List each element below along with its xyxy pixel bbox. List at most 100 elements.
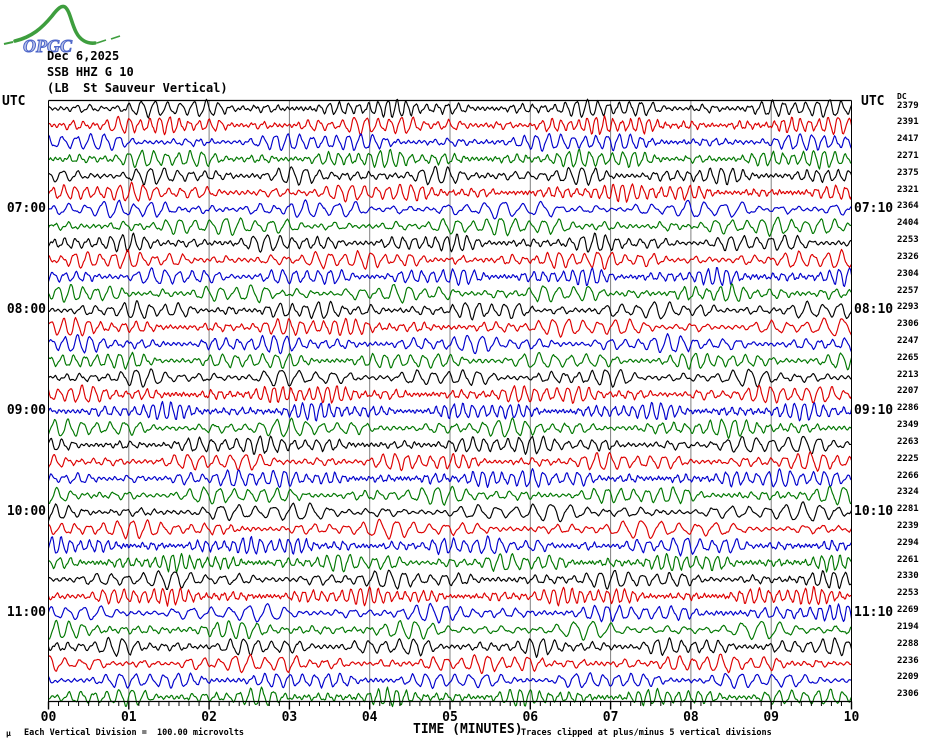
hour-label-right: 10:10 <box>854 504 894 520</box>
trace-row <box>48 115 853 137</box>
dc-value: 2349 <box>897 420 919 431</box>
x-axis-ticks <box>47 701 853 710</box>
logo-curve <box>13 4 97 45</box>
trace-row <box>47 672 852 690</box>
trace-row <box>47 216 852 237</box>
dc-value: 2281 <box>897 504 919 515</box>
trace-row <box>48 133 853 152</box>
trace-row <box>47 585 852 607</box>
trace-row <box>48 569 852 590</box>
trace-row <box>47 468 852 488</box>
dc-value: 2213 <box>897 369 919 380</box>
header-channel: SSB HHZ G 10 <box>47 65 134 79</box>
trace-row <box>47 384 853 404</box>
x-tick-label: 05 <box>442 710 458 725</box>
dc-value: 2225 <box>897 453 919 464</box>
dc-value: 2379 <box>897 100 919 111</box>
hour-label-right: 08:10 <box>854 302 894 318</box>
trace-row <box>47 181 853 203</box>
trace-row <box>48 148 852 170</box>
hour-label-right: 11:10 <box>854 605 894 621</box>
hour-label-right: 09:10 <box>854 403 894 419</box>
x-tick-label: 06 <box>522 710 539 725</box>
logo-wordmark: OPGC <box>23 36 73 56</box>
trace-row <box>47 267 853 287</box>
trace-row <box>47 602 853 624</box>
trace-row <box>48 333 853 355</box>
dc-value: 2253 <box>897 588 919 599</box>
x-tick-label: 00 <box>40 710 57 725</box>
dc-value: 2253 <box>897 235 919 246</box>
x-tick-label: 01 <box>120 710 137 725</box>
dc-value: 2265 <box>897 352 919 363</box>
trace-row <box>47 636 853 658</box>
trace-row <box>47 535 852 557</box>
dc-value: 2364 <box>897 201 919 212</box>
dc-value: 2306 <box>897 689 919 700</box>
dc-value: 2209 <box>897 672 919 683</box>
micro-mark: μ <box>6 729 11 738</box>
dc-value: 2321 <box>897 184 919 195</box>
trace-row <box>48 368 852 388</box>
dc-value: 2324 <box>897 487 919 498</box>
dc-value: 2269 <box>897 605 919 616</box>
dc-value: 2326 <box>897 251 919 262</box>
hour-label-left: 09:00 <box>6 403 46 419</box>
x-axis-title: TIME (MINUTES) <box>413 722 523 737</box>
trace-row <box>48 98 853 119</box>
dc-value: 2263 <box>897 436 919 447</box>
trace-row <box>47 283 852 304</box>
x-tick-label: 02 <box>201 710 217 725</box>
dc-value: 2261 <box>897 554 919 565</box>
x-tick-label: 09 <box>763 710 780 725</box>
dc-value: 2236 <box>897 655 919 666</box>
utc-label-right: UTC <box>861 94 885 109</box>
x-tick-label: 04 <box>361 710 378 725</box>
dc-value: 2375 <box>897 167 919 178</box>
dc-value: 2239 <box>897 521 919 531</box>
trace-row <box>47 400 853 422</box>
dc-column-header: DC <box>897 92 907 101</box>
trace-row <box>48 619 852 641</box>
trace-row <box>47 232 852 253</box>
trace-row <box>48 653 852 675</box>
dc-value: 2271 <box>897 150 919 161</box>
trace-row <box>48 351 853 371</box>
trace-row <box>48 165 853 186</box>
trace-row <box>48 686 853 708</box>
utc-label-left: UTC <box>2 94 26 109</box>
dc-value: 2288 <box>897 638 919 649</box>
logo-curve-dash-left <box>3 41 14 45</box>
trace-row <box>48 518 852 540</box>
trace-row <box>48 248 853 270</box>
trace-row <box>47 417 852 440</box>
dc-value: 2304 <box>897 268 919 279</box>
x-tick-label: 03 <box>281 710 298 725</box>
trace-row <box>48 199 852 220</box>
dc-value: 2391 <box>897 117 919 128</box>
dc-value: 2257 <box>897 285 919 296</box>
dc-value: 2330 <box>897 571 919 582</box>
hour-label-left: 11:00 <box>6 605 46 621</box>
hour-label-right: 07:10 <box>854 201 894 217</box>
header-station: (LB St Sauveur Vertical) <box>47 81 228 95</box>
trace-rows <box>47 98 853 708</box>
trace-row <box>47 501 853 523</box>
trace-row <box>48 552 852 574</box>
header-date: Dec 6,2025 <box>47 49 120 63</box>
clip-note: Traces clipped at plus/minus 5 vertical … <box>521 728 772 738</box>
dc-value: 2404 <box>897 218 919 229</box>
dc-value: 2293 <box>897 302 919 313</box>
trace-row <box>48 316 853 338</box>
dc-value: 2266 <box>897 470 919 481</box>
dc-value: 2207 <box>897 386 919 397</box>
trace-row <box>47 451 853 472</box>
trace-row <box>47 435 852 455</box>
dc-value: 2247 <box>897 335 919 346</box>
dc-value: 2417 <box>897 134 919 145</box>
dc-value: 2294 <box>897 537 919 548</box>
opgc-logo: OPGC <box>3 4 121 57</box>
scale-note: Each Vertical Division = 100.00 microvol… <box>24 728 245 738</box>
